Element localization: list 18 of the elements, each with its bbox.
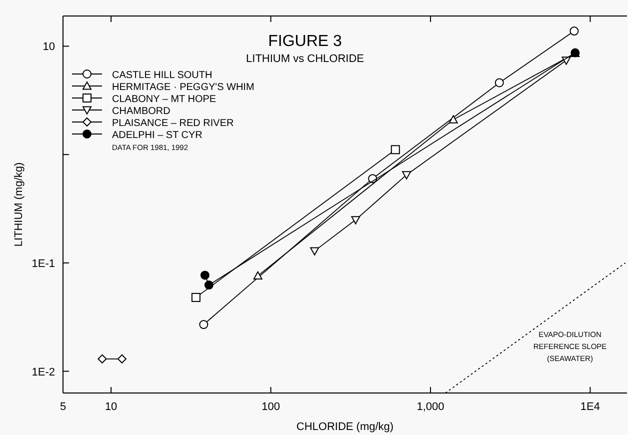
text: LITHIUM vs CHLORIDE bbox=[246, 53, 364, 65]
legend-label: CHAMBORD bbox=[112, 106, 170, 117]
text: FIGURE 3 bbox=[268, 33, 342, 50]
x-tick-label: 100 bbox=[262, 401, 280, 413]
x-tick-label: 5 bbox=[60, 401, 66, 413]
legend-label: PLAISANCE – RED RIVER bbox=[112, 118, 234, 129]
y-axis-title: LITHIUM (mg/kg) bbox=[13, 162, 25, 247]
y-tick-label: 1E-1 bbox=[32, 258, 55, 270]
legend-label: ADELPHI – ST CYR bbox=[112, 130, 202, 141]
legend-label: HERMITAGE · PEGGY'S WHIM bbox=[112, 82, 254, 93]
x-tick-label: 1,000 bbox=[416, 401, 444, 413]
x-axis-title: CHLORIDE (mg/kg) bbox=[296, 421, 394, 433]
x-tick-label: 1E4 bbox=[580, 401, 600, 413]
legend-label: CLABONY – MT HOPE bbox=[112, 94, 216, 105]
y-tick-label: 10 bbox=[42, 41, 55, 54]
y-tick-label: 1E-2 bbox=[32, 366, 55, 378]
x-tick-label: 10 bbox=[104, 401, 118, 413]
legend-label: CASTLE HILL SOUTH bbox=[112, 70, 212, 81]
